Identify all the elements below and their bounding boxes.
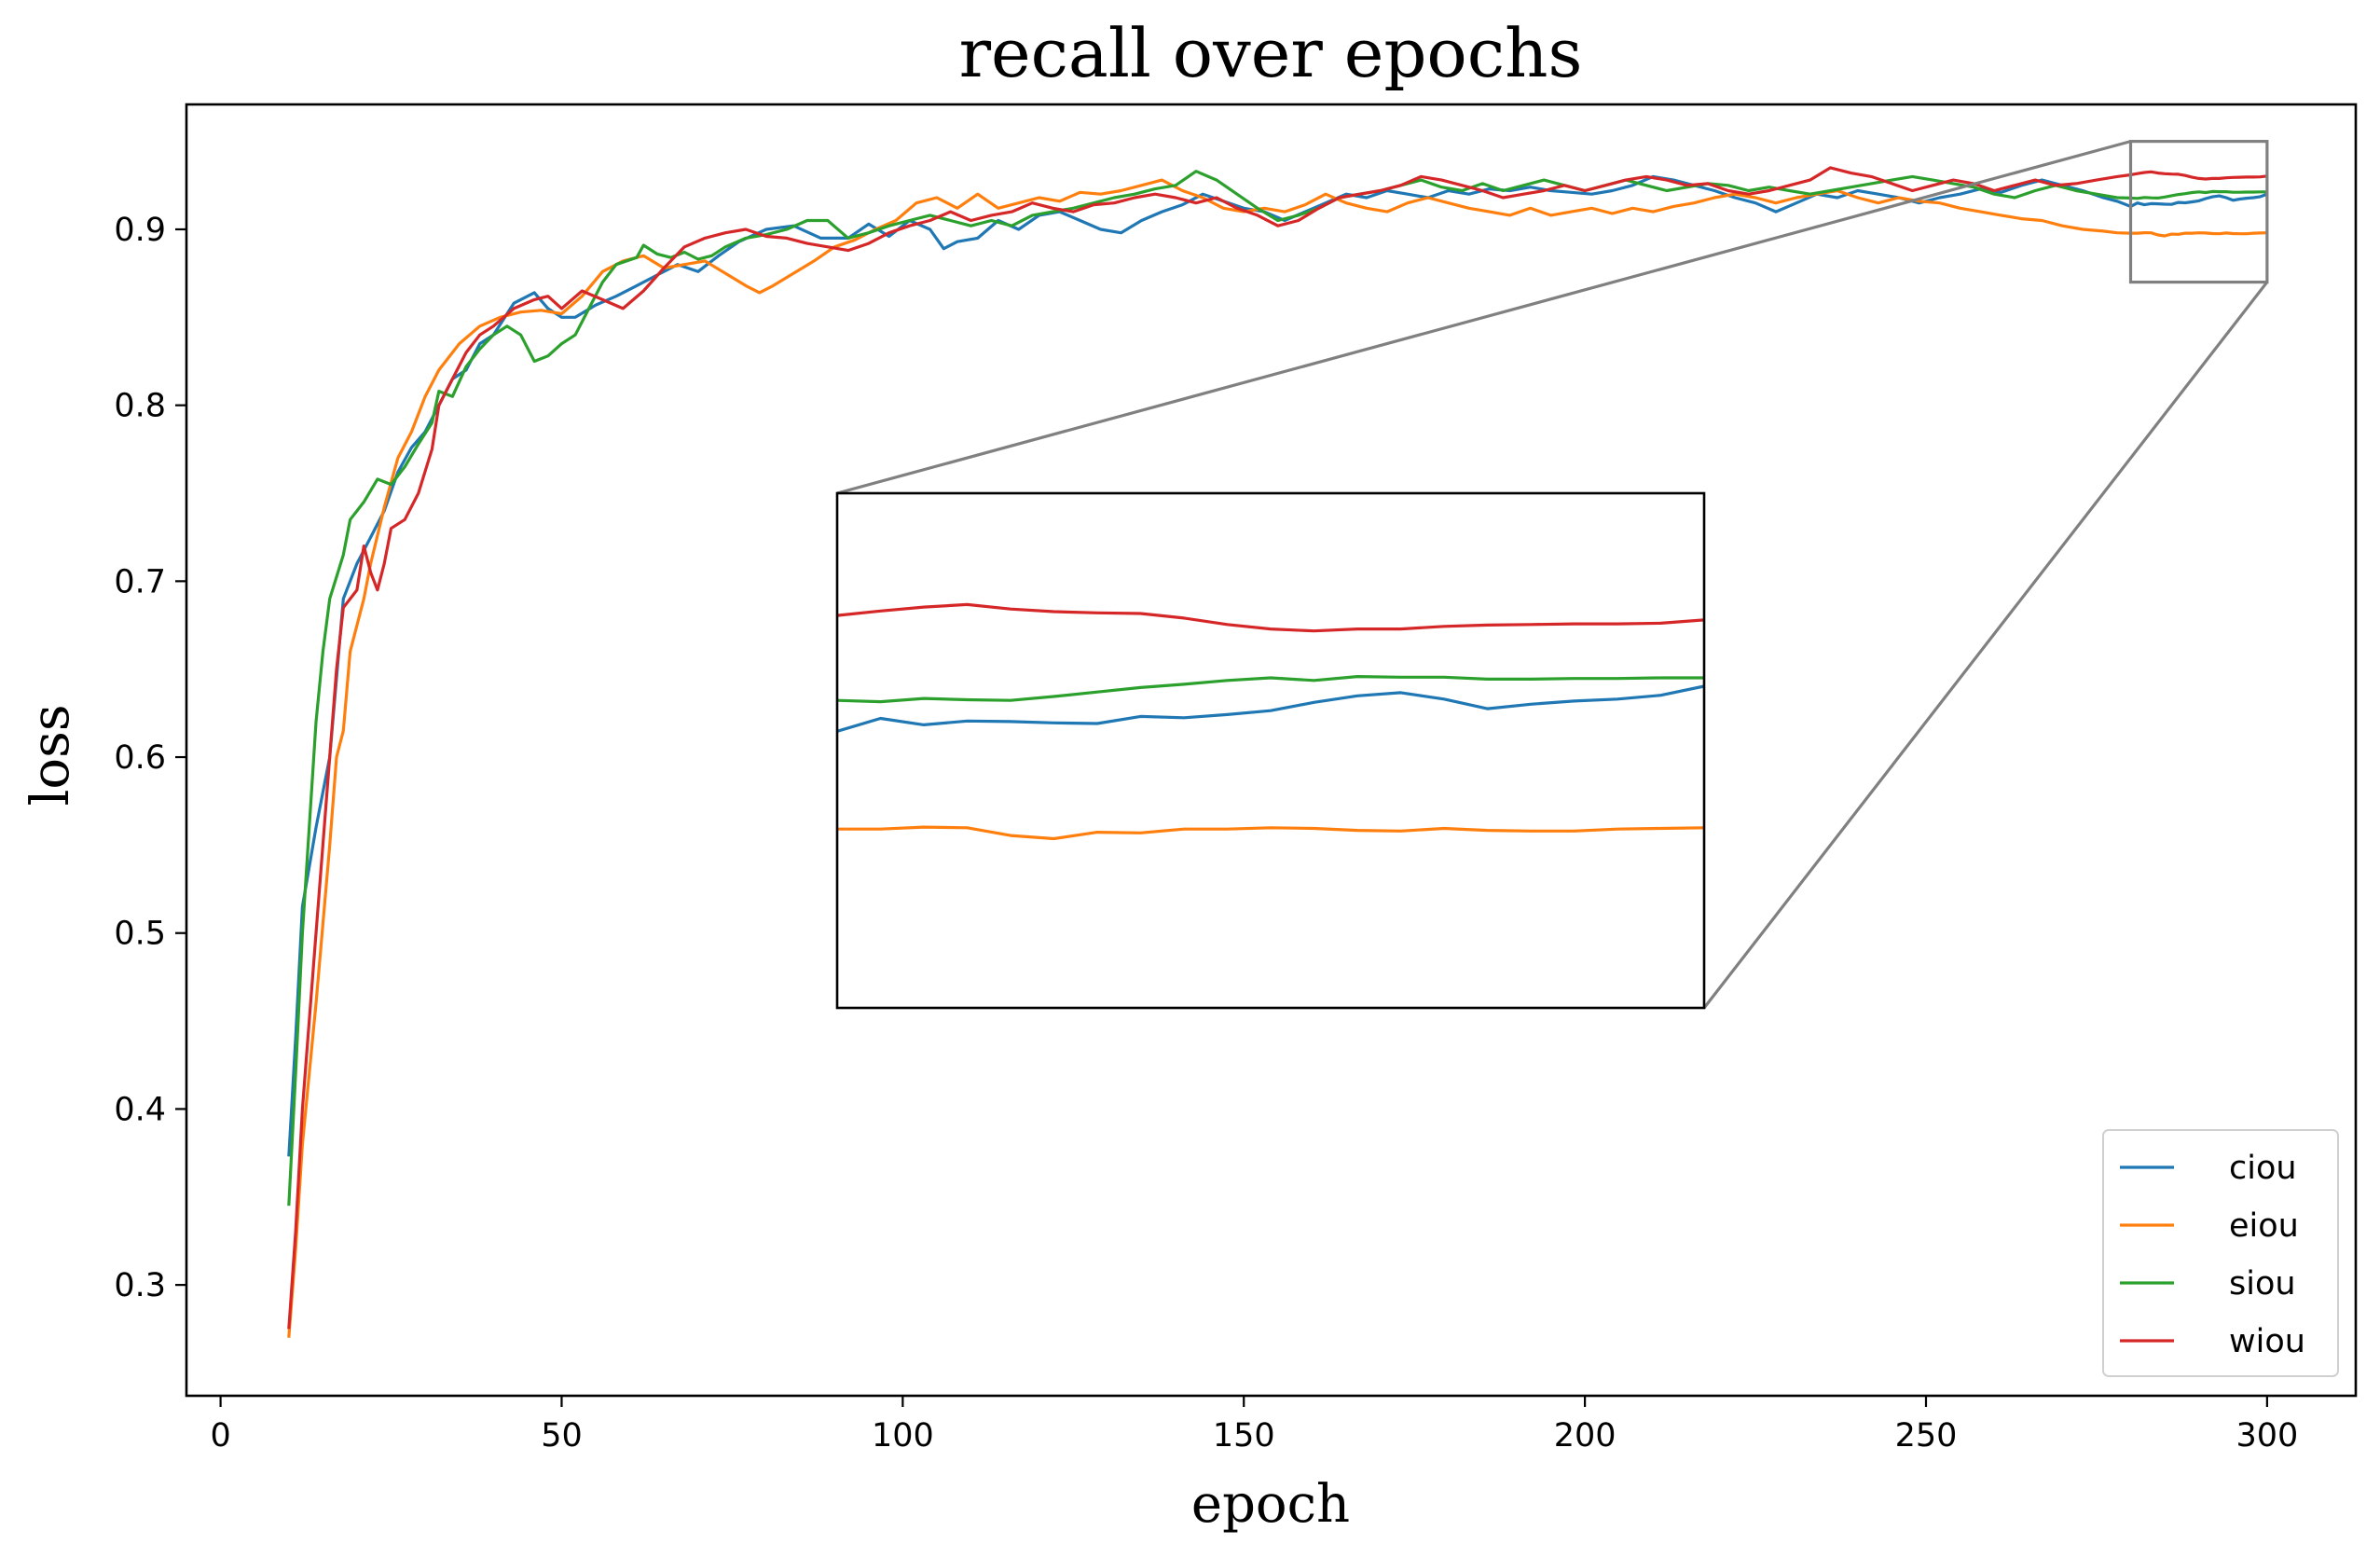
legend-label: wiou xyxy=(2229,1323,2305,1360)
x-tick-label: 100 xyxy=(872,1417,934,1455)
x-tick-label: 50 xyxy=(541,1417,583,1455)
x-tick-label: 0 xyxy=(210,1417,230,1455)
x-axis-label: epoch xyxy=(1191,1474,1350,1535)
zoom-indicator xyxy=(836,140,2269,1009)
series-line-eiou xyxy=(287,178,2267,1338)
x-tick-label: 200 xyxy=(1554,1417,1616,1455)
inset-axes xyxy=(835,491,1706,1010)
plot-frame xyxy=(185,103,2358,1398)
zoom-connector-line xyxy=(1702,281,2269,1009)
x-tick-label: 150 xyxy=(1213,1417,1275,1455)
legend: ciou eiou siou wiou xyxy=(2102,1129,2339,1377)
x-tick-label: 250 xyxy=(1895,1417,1958,1455)
legend-label: siou xyxy=(2229,1265,2296,1303)
series-line-wiou xyxy=(287,166,2268,1330)
inset-background xyxy=(837,493,1704,1008)
zoom-connector-line xyxy=(836,140,2131,495)
chart-title: recall over epochs xyxy=(959,14,1583,92)
y-tick-label: 0.3 xyxy=(114,1267,166,1304)
inset-series-line-ciou xyxy=(836,684,1705,733)
axes: 0 50 100 150 200 250 300 0.3 0.4 0.5 0.6 0.7 0.8 0.9 xyxy=(114,103,2358,1455)
inset-series-line-eiou xyxy=(837,825,1705,841)
legend-label: eiou xyxy=(2229,1207,2299,1245)
legend-box xyxy=(2102,1129,2339,1377)
legend-label: ciou xyxy=(2229,1150,2297,1187)
series-line-siou xyxy=(287,170,2267,1206)
y-tick-label: 0.7 xyxy=(114,563,166,600)
x-tick-label: 300 xyxy=(2236,1417,2298,1455)
y-tick-label: 0.4 xyxy=(114,1091,166,1128)
y-tick-label: 0.6 xyxy=(114,739,166,777)
y-tick-label: 0.8 xyxy=(114,388,166,425)
inset-series-line-siou xyxy=(836,675,1704,704)
series-layer xyxy=(287,166,2268,1338)
y-tick-label: 0.5 xyxy=(114,916,166,953)
inset-series-line-wiou xyxy=(836,602,1705,633)
inset-frame xyxy=(835,491,1706,1010)
y-axis-label: loss xyxy=(21,704,81,806)
zoom-indicator-box xyxy=(2128,140,2269,284)
y-tick-label: 0.9 xyxy=(114,212,166,249)
